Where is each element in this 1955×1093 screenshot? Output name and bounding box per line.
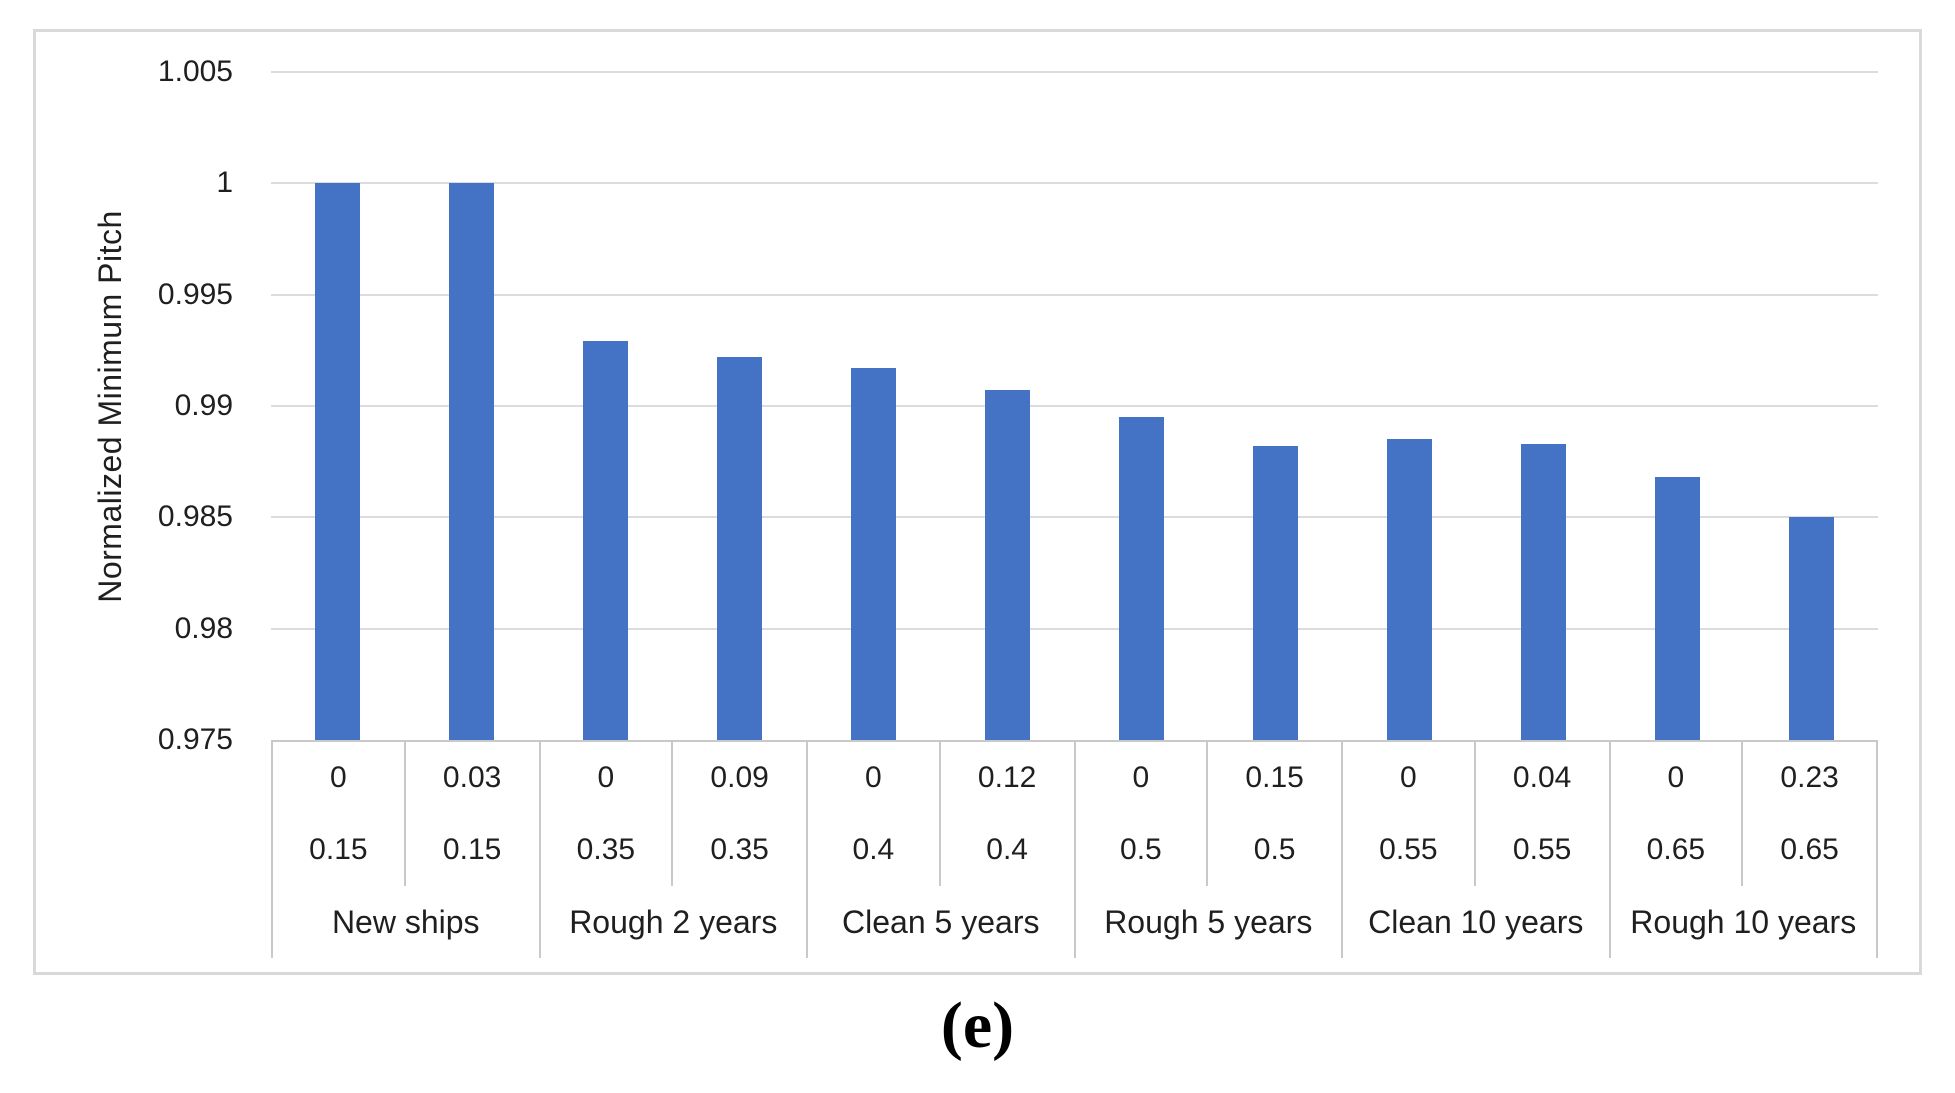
bar <box>1788 517 1834 740</box>
gridline <box>271 516 1878 519</box>
x-group-label: Rough 10 years <box>1630 903 1857 940</box>
x-category-cell: 0 0.4 <box>808 742 941 886</box>
x-category-cell: 0.15 0.5 <box>1208 742 1341 886</box>
x-category-cell: 0.03 0.15 <box>406 742 539 886</box>
x-group-label: Rough 2 years <box>569 903 778 940</box>
x-category-group: 0 0.5 0.15 0.5 Rough 5 years <box>1076 742 1343 958</box>
bar <box>1252 446 1298 740</box>
x-axis-table: 0 0.15 0.03 0.15 New ships 0 0.35 0.09 0.35 Rough… <box>271 740 1878 958</box>
x-tick-row1-value: 0.03 <box>442 761 502 794</box>
x-tick-row2-value: 0.15 <box>309 833 368 866</box>
x-category-cell: 0 0.55 <box>1343 742 1476 886</box>
x-group-label: New ships <box>331 903 480 940</box>
x-tick-row2-value: 0.55 <box>1379 833 1438 866</box>
x-tick-row1-value: 0.04 <box>1512 761 1572 794</box>
bar <box>1654 477 1700 740</box>
y-tick-label: 0.985 <box>157 500 233 534</box>
bar <box>315 183 361 740</box>
x-tick-row2-value: 0.55 <box>1512 833 1572 866</box>
x-group-label: Clean 10 years <box>1368 903 1584 940</box>
y-tick-labels: 1.005 1 0.995 0.99 0.985 0.98 0.975 <box>40 55 233 756</box>
x-category-cell: 0.23 0.65 <box>1743 742 1876 886</box>
x-tick-row1-value: 0.09 <box>710 761 769 794</box>
x-category-cell: 0 0.5 <box>1076 742 1209 886</box>
x-tick-row1-value: 0 <box>1667 761 1685 794</box>
gridline <box>271 293 1878 296</box>
x-category-group: 0 0.35 0.09 0.35 Rough 2 years <box>541 742 808 958</box>
x-tick-row1-value: 0 <box>1132 761 1150 794</box>
x-tick-row1-value: 0.12 <box>977 761 1037 794</box>
x-category-cell: 0.04 0.55 <box>1476 742 1609 886</box>
x-tick-row2-value: 0.15 <box>442 833 502 866</box>
x-tick-row2-value: 0.65 <box>1646 833 1706 866</box>
bar <box>851 368 897 740</box>
x-tick-row2-value: 0.4 <box>986 833 1028 866</box>
figure-caption: (e) <box>940 989 1015 1062</box>
x-tick-row1-value: 0.23 <box>1780 761 1839 794</box>
x-tick-row2-value: 0.35 <box>576 833 636 866</box>
x-tick-row2-value: 0.65 <box>1780 833 1839 866</box>
x-category-group: 0 0.65 0.23 0.65 Rough 10 years <box>1611 742 1878 958</box>
y-tick-label: 0.98 <box>174 611 233 645</box>
x-group-label: Clean 5 years <box>842 903 1040 940</box>
x-tick-row2-value: 0.5 <box>1120 833 1162 866</box>
plot-area <box>271 71 1878 740</box>
gridline <box>271 627 1878 630</box>
x-category-group: 0 0.55 0.04 0.55 Clean 10 years <box>1343 742 1611 958</box>
x-group-label: Rough 5 years <box>1104 903 1313 940</box>
bar <box>717 357 763 740</box>
y-tick-label: 0.975 <box>157 723 233 756</box>
y-tick-label: 1 <box>216 166 233 200</box>
x-category-group: 0 0.15 0.03 0.15 New ships <box>273 742 541 958</box>
x-category-cell: 0 0.35 <box>541 742 674 886</box>
y-tick-label: 1.005 <box>157 55 233 88</box>
gridline <box>271 71 1878 73</box>
x-category-cell: 0.12 0.4 <box>941 742 1074 886</box>
y-tick-label: 0.995 <box>157 277 233 311</box>
bar <box>1386 439 1432 740</box>
x-tick-row1-value: 0 <box>597 761 615 794</box>
x-category-cell: 0 0.65 <box>1611 742 1744 886</box>
x-tick-row1-value: 0.15 <box>1245 761 1304 794</box>
bar <box>1520 443 1566 740</box>
bar <box>1118 417 1164 740</box>
x-tick-row1-value: 0 <box>330 761 347 794</box>
x-category-group: 0 0.4 0.12 0.4 Clean 5 years <box>808 742 1076 958</box>
x-category-cell: 0.09 0.35 <box>673 742 806 886</box>
x-tick-row2-value: 0.5 <box>1253 833 1296 866</box>
bar <box>985 390 1031 740</box>
bar <box>449 183 495 740</box>
x-tick-row1-value: 0 <box>1400 761 1417 794</box>
x-tick-row2-value: 0.35 <box>710 833 769 866</box>
y-tick-label: 0.99 <box>174 389 233 422</box>
gridline <box>271 405 1878 407</box>
x-category-cell: 0 0.15 <box>273 742 406 886</box>
gridline <box>271 182 1878 185</box>
x-tick-row1-value: 0 <box>865 761 882 794</box>
x-tick-row2-value: 0.4 <box>852 833 895 866</box>
bar <box>583 341 629 740</box>
